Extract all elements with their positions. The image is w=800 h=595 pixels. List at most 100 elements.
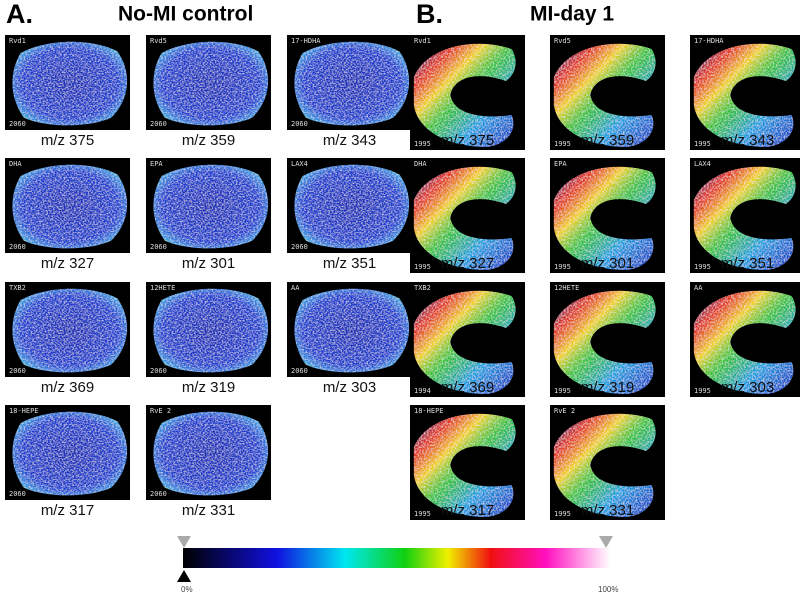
tissue (553, 413, 656, 517)
tissue-image: EPA 1995 (550, 158, 665, 273)
tissue (153, 411, 269, 496)
tissue (294, 164, 410, 249)
caption: m/z 375 (41, 132, 94, 149)
tissue (153, 164, 269, 249)
tissue (693, 166, 796, 270)
scan-number: 1995 (554, 140, 571, 148)
tissue-image: LAX4 2060 (287, 158, 412, 253)
image-label: 18-HEPE (414, 407, 444, 415)
image-label: 12HETE (554, 284, 579, 292)
marker (177, 536, 191, 548)
caption: m/z 375 (441, 132, 494, 149)
scan-number: 1995 (414, 510, 431, 518)
image-label: 17-HDHA (694, 37, 724, 45)
scan-number: 2060 (9, 490, 26, 498)
image-label: RvE 2 (150, 407, 171, 415)
image-label: LAX4 (291, 160, 308, 168)
tissue (413, 166, 516, 270)
image-label: EPA (554, 160, 567, 168)
tissue-image: EPA 2060 (146, 158, 271, 253)
tissue (693, 43, 796, 147)
tissue-image: 12HETE 1995 (550, 282, 665, 397)
image-label: 12HETE (150, 284, 175, 292)
image-label: TXB2 (9, 284, 26, 292)
scan-number: 1994 (414, 387, 431, 395)
image-label: 18-HEPE (9, 407, 39, 415)
scan-number: 2060 (291, 367, 308, 375)
scan-number: 2060 (150, 243, 167, 251)
tissue-image: TXB2 1994 (410, 282, 525, 397)
tissue-image: 17-HDHA 2060 (287, 35, 412, 130)
tissue (153, 288, 269, 373)
scan-number: 2060 (9, 120, 26, 128)
tissue (153, 41, 269, 126)
image-label: Rvd5 (150, 37, 167, 45)
scan-number: 1995 (694, 263, 711, 271)
caption: m/z 331 (581, 502, 634, 519)
caption: m/z 331 (182, 502, 235, 519)
scan-number: 1995 (554, 387, 571, 395)
marker (599, 536, 613, 548)
scan-number: 1995 (694, 387, 711, 395)
caption: m/z 317 (41, 502, 94, 519)
tissue (553, 43, 656, 147)
caption: m/z 303 (323, 379, 376, 396)
caption: m/z 343 (721, 132, 774, 149)
caption: m/z 317 (441, 502, 494, 519)
image-label: DHA (414, 160, 427, 168)
panel-letter: A. (6, 0, 33, 29)
tissue (294, 288, 410, 373)
panel-title: MI-day 1 (530, 3, 614, 26)
image-label: EPA (150, 160, 163, 168)
image-label: AA (291, 284, 300, 292)
scan-number: 2060 (150, 120, 167, 128)
image-label: 17-HDHA (291, 37, 321, 45)
caption: m/z 303 (721, 379, 774, 396)
caption: m/z 327 (41, 255, 94, 272)
marker (177, 570, 191, 582)
tissue-image: 12HETE 2060 (146, 282, 271, 377)
tissue (12, 288, 128, 373)
colorbar-min: 0% (181, 585, 193, 594)
tissue-image: DHA 2060 (5, 158, 130, 253)
tissue-image: AA 2060 (287, 282, 412, 377)
tissue-image: 18-HEPE 2060 (5, 405, 130, 500)
tissue-image: 18-HEPE 1995 (410, 405, 525, 520)
tissue (693, 290, 796, 394)
scan-number: 2060 (9, 243, 26, 251)
tissue (12, 41, 128, 126)
image-label: LAX4 (694, 160, 711, 168)
scan-number: 1995 (694, 140, 711, 148)
scan-number: 2060 (9, 367, 26, 375)
scan-number: 2060 (291, 243, 308, 251)
scan-number: 1995 (554, 263, 571, 271)
scan-number: 2060 (291, 120, 308, 128)
caption: m/z 301 (581, 255, 634, 272)
caption: m/z 301 (182, 255, 235, 272)
scan-number: 1995 (414, 140, 431, 148)
caption: m/z 327 (441, 255, 494, 272)
caption: m/z 369 (441, 379, 494, 396)
tissue-image: LAX4 1995 (690, 158, 800, 273)
caption: m/z 351 (721, 255, 774, 272)
image-label: AA (694, 284, 703, 292)
image-label: Rvd5 (554, 37, 571, 45)
tissue (413, 290, 516, 394)
tissue-image: Rvd1 1995 (410, 35, 525, 150)
tissue (12, 164, 128, 249)
scan-number: 1995 (414, 263, 431, 271)
caption: m/z 359 (581, 132, 634, 149)
caption: m/z 369 (41, 379, 94, 396)
caption: m/z 319 (581, 379, 634, 396)
tissue-image: Rvd5 2060 (146, 35, 271, 130)
scan-number: 2060 (150, 367, 167, 375)
tissue (12, 411, 128, 496)
tissue-image: RvE 2 2060 (146, 405, 271, 500)
scan-number: 1995 (554, 510, 571, 518)
panel-title: No-MI control (118, 3, 253, 26)
scan-number: 2060 (150, 490, 167, 498)
tissue-image: TXB2 2060 (5, 282, 130, 377)
image-label: RvE 2 (554, 407, 575, 415)
tissue-image: AA 1995 (690, 282, 800, 397)
